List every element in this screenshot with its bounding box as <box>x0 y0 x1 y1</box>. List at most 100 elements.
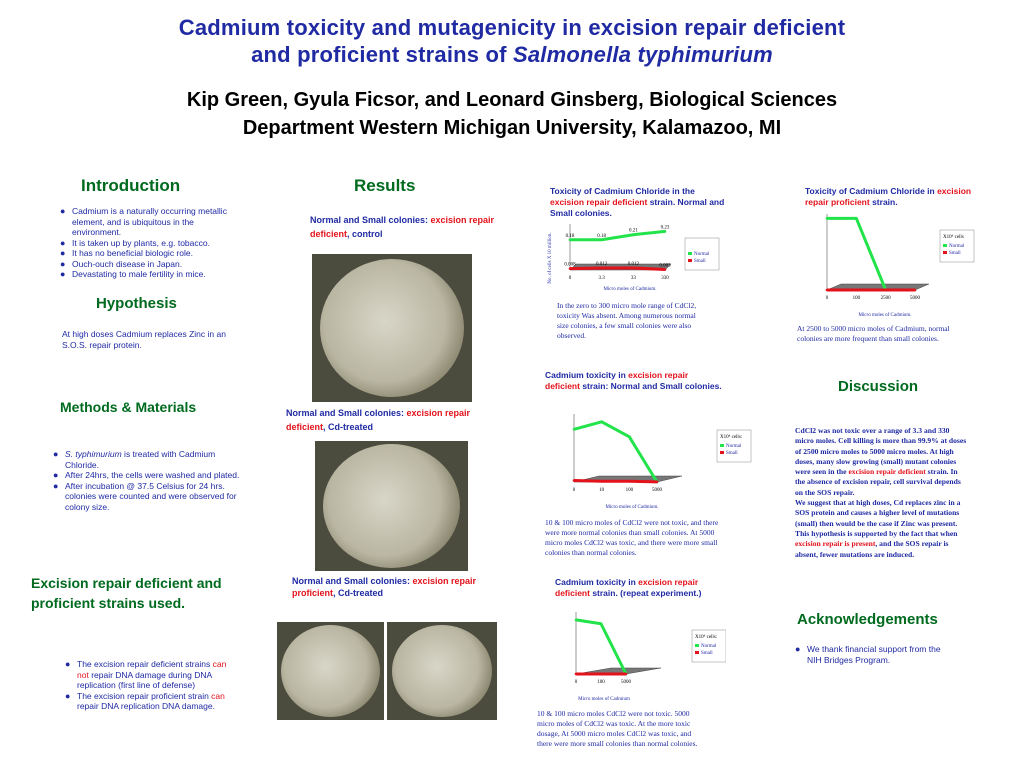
chart1-ylabel: No. of cells X 10 million. <box>548 232 553 283</box>
chart-title-text: Cadmium toxicity in <box>545 370 629 380</box>
data-label: 0.21 <box>629 229 638 234</box>
chart3-xlabel: Micro moles of Cadmium. <box>605 505 658 510</box>
series-normal-point <box>600 238 603 242</box>
series-small-point <box>884 288 887 292</box>
petri-dish <box>320 259 464 397</box>
caption-text: Normal and Small colonies: <box>286 408 407 418</box>
intro-item: Cadmium is a naturally occurring metalli… <box>60 206 235 238</box>
x-tick-label: 100 <box>853 296 861 301</box>
chart1-note: In the zero to 300 micro mole range of C… <box>557 301 697 340</box>
legend-normal-swatch <box>688 252 692 255</box>
chart-title-text: strain. (repeat experiment.) <box>589 588 702 598</box>
poster-title: Cadmium toxicity and mutagenicity in exc… <box>0 14 1024 68</box>
strains-item2-pre: The excision repair proficient strain <box>77 690 212 701</box>
strains-item: The excision repair proficient strain ca… <box>65 691 235 712</box>
chart-title-text: Toxicity of Cadmium Chloride in <box>805 186 938 196</box>
chart1-svg: No. of cells X 10 million. 0 3.3 33 330 Norm… <box>548 224 720 292</box>
title-line2-prefix: and proficient strains of <box>251 42 513 67</box>
series-small-point <box>655 480 659 484</box>
legend-small-label: Small <box>694 259 706 264</box>
series-small-point <box>572 479 576 482</box>
caption-treatment: , Cd-treated <box>323 422 374 432</box>
authors: Kip Green, Gyula Ficsor, and Leonard Gin… <box>0 86 1024 142</box>
chart2-note: At 2500 to 5000 micro moles of Cadmium, … <box>797 324 950 343</box>
caption-text: Normal and Small colonies: <box>292 576 413 586</box>
petri-photo-control <box>312 254 472 402</box>
species-name: S. typhimurium <box>65 449 122 459</box>
discussion-p1: CdCl2 was not toxic over a range of 3.3 … <box>795 426 967 477</box>
petri-photo-proficient-1 <box>277 622 384 720</box>
intro-item: It has no beneficial biologic role. <box>60 248 235 259</box>
legend-unit: X10⁶ cells: <box>720 434 742 440</box>
chart3-note: 10 & 100 micro moles of CdCl2 were not t… <box>545 518 719 557</box>
acknowledgements-list: We thank financial support from the NIH … <box>795 644 955 665</box>
data-label: 0.008 <box>564 263 576 268</box>
caption-treatment: , Cd-treated <box>333 588 384 598</box>
x-tick-label: 5000 <box>652 488 663 493</box>
series-normal-point <box>599 622 603 626</box>
series-small-line <box>573 478 658 484</box>
x-tick-label: 0 <box>569 276 572 281</box>
chart3: 0 10 100 5000 X10⁶ cells: Normal Small Micro m… <box>562 410 757 515</box>
caption-strain: excision repair deficient <box>286 408 471 432</box>
legend-normal-swatch <box>720 444 724 447</box>
series-normal-line <box>570 229 666 242</box>
petri-dish <box>392 625 492 717</box>
series-small-point <box>600 479 603 483</box>
legend-small-label: Small <box>701 651 713 656</box>
chart-title-strain: excision repair deficient <box>555 577 699 598</box>
data-label: 0.18 <box>566 234 575 239</box>
introduction-list: Cadmium is a naturally occurring metalli… <box>60 206 235 280</box>
chart2-xlabel: Micro moles of Cadmium. <box>858 313 911 318</box>
x-tick-label: 0 <box>826 296 829 301</box>
discussion-p1-strain: excision repair deficient <box>848 467 926 477</box>
chart1-xlabel: Micro moles of Cadmium. <box>603 287 656 292</box>
legend-small-swatch <box>688 259 692 262</box>
hypothesis-text: At high doses Cadmium replaces Zinc in a… <box>62 329 226 350</box>
chart-title-strain: excision repair deficient <box>545 370 689 391</box>
series-small-point <box>568 267 572 270</box>
series-normal-point <box>628 435 631 439</box>
legend-normal-label: Normal <box>701 644 717 649</box>
discussion-p1-end: strain. In the absence of excision repai… <box>795 467 961 497</box>
x-tick-label: 5000 <box>910 296 921 301</box>
x-tick-label: 0 <box>575 680 578 685</box>
strains-list: The excision repair deficient strains ca… <box>65 659 235 712</box>
legend-unit: X10⁶ cells: <box>695 634 717 640</box>
methods-list: S. typhimurium is treated with Cadmium C… <box>53 449 243 512</box>
methods-item: After 24hrs, the cells were washed and p… <box>53 470 243 481</box>
caption-strain: excision repair proficient <box>292 576 477 598</box>
chart-title-text: Toxicity of Cadmium Chloride in the <box>550 186 695 196</box>
chart2: 0 100 2500 5000 X10⁶ cells Normal Small Micro … <box>815 210 985 320</box>
x-tick-label: 330 <box>661 276 669 281</box>
discussion-p2-red: excision repair is present <box>795 539 876 549</box>
caption-proficient-treated: Normal and Small colonies: excision repa… <box>292 575 492 599</box>
strains-item2-post: repair DNA replication DNA damage. <box>77 701 215 711</box>
legend-small-label: Small <box>726 451 738 456</box>
chart2-title: Toxicity of Cadmium Chloride in excision… <box>805 186 975 208</box>
series-normal-line <box>827 216 915 292</box>
series-small-point <box>913 288 917 292</box>
chart3-title: Cadmium toxicity in excision repair defi… <box>545 370 725 392</box>
legend-normal-label: Normal <box>726 444 742 449</box>
series-normal-point <box>632 233 635 237</box>
discussion-p2-end: , and the SOS repair is absent, fewer mu… <box>795 539 949 559</box>
series-normal-point <box>825 217 829 220</box>
x-tick-label: 2500 <box>881 296 892 301</box>
x-tick-label: 5000 <box>621 680 632 685</box>
chart4-svg: 0 100 5000 X10⁶ cells: Normal Small Micro mol… <box>574 612 727 702</box>
series-normal-line <box>573 420 659 483</box>
acknowledgements-heading: Acknowledgements <box>797 611 938 628</box>
discussion-heading: Discussion <box>838 378 919 395</box>
data-label: 0.012 <box>596 262 608 267</box>
methods-item: After incubation @ 37.5 Celsius for 24 h… <box>53 481 243 513</box>
caption-text: Normal and Small colonies: <box>310 215 431 225</box>
petri-dish <box>281 625 380 717</box>
x-tick-label: 33 <box>631 276 637 281</box>
discussion-p2: We suggest that at high doses, Cd replac… <box>795 498 961 538</box>
chart1: No. of cells X 10 million. 0 3.3 33 330 Norm… <box>545 220 735 295</box>
series-normal-point <box>568 238 572 242</box>
chart4-xlabel: Micro moles of Cadmium <box>578 697 630 702</box>
series-small-point <box>855 288 858 292</box>
x-tick-label: 0 <box>573 488 576 493</box>
